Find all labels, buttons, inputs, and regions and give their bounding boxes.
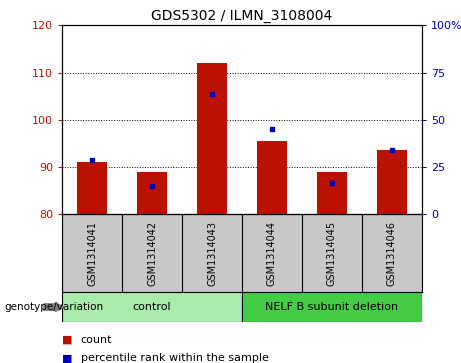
Text: ■: ■ [62,335,73,345]
Text: GSM1314042: GSM1314042 [147,221,157,286]
Bar [197,63,227,214]
Text: ■: ■ [62,353,73,363]
Bar [377,150,407,214]
Text: count: count [81,335,112,345]
Bar [317,172,347,214]
Bar [137,172,167,214]
Text: GSM1314044: GSM1314044 [267,221,277,286]
Text: GSM1314045: GSM1314045 [327,221,337,286]
Text: GSM1314046: GSM1314046 [387,221,397,286]
Bar [242,292,422,322]
Bar [62,292,242,322]
Bar [77,162,107,214]
Bar [257,141,287,214]
Text: NELF B subunit deletion: NELF B subunit deletion [266,302,398,312]
Text: GSM1314041: GSM1314041 [87,221,97,286]
Text: control: control [133,302,171,312]
Text: GSM1314043: GSM1314043 [207,221,217,286]
Title: GDS5302 / ILMN_3108004: GDS5302 / ILMN_3108004 [151,9,333,23]
Text: percentile rank within the sample: percentile rank within the sample [81,353,269,363]
Text: genotype/variation: genotype/variation [5,302,104,312]
